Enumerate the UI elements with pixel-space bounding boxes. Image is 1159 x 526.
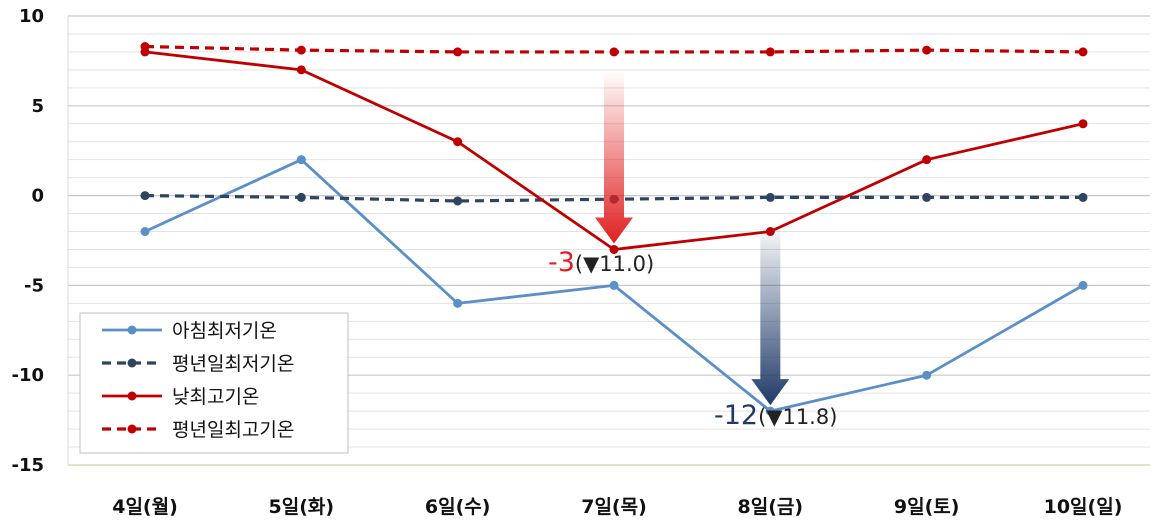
annotation-label-1: -3(▼11.0) [548, 247, 654, 278]
legend-label-2: 평년일최저기온 [172, 353, 294, 375]
legend-marker-2 [127, 358, 137, 368]
series-point-1 [140, 227, 150, 237]
series-point-2 [296, 192, 306, 202]
series-point-3 [296, 65, 306, 75]
legend-label-4: 평년일최고기온 [172, 419, 294, 441]
annotation-arrow-1 [595, 70, 633, 244]
series-group [140, 42, 1088, 416]
y-tick-label: -10 [11, 365, 44, 386]
series-point-1 [453, 298, 463, 308]
series-point-3 [922, 155, 932, 165]
y-tick-label: 5 [31, 96, 44, 117]
y-tick-label: 10 [19, 6, 44, 27]
x-tick-label: 10일(일) [1044, 496, 1123, 518]
annotation-value: -3 [548, 247, 575, 278]
x-tick-label: 9일(토) [894, 496, 960, 518]
series-point-2 [765, 192, 775, 202]
series-point-4 [296, 45, 306, 55]
series-point-4 [922, 45, 932, 55]
x-tick-label: 7일(목) [581, 496, 647, 518]
series-point-4 [609, 47, 619, 57]
series-point-2 [453, 196, 463, 206]
series-point-1 [1078, 280, 1088, 290]
series-point-3 [1078, 119, 1088, 129]
series-point-4 [1078, 47, 1088, 57]
series-point-1 [765, 406, 775, 416]
axes: 10 5 0 -5 -10 -15 4일(월) 5일(화) 6일(수) 7일(목) 8일(금) 9일(… [11, 6, 1150, 518]
series-point-4 [140, 42, 150, 52]
annotation-change: (▼11.0) [575, 252, 654, 276]
x-tick-label: 5일(화) [269, 496, 335, 518]
x-tick-label: 8일(금) [738, 496, 804, 518]
legend-label-1: 아침최저기온 [172, 320, 277, 342]
series-point-3 [609, 244, 619, 254]
series-point-1 [922, 370, 932, 380]
legend-marker-3 [127, 391, 137, 401]
legend-marker-1 [127, 325, 137, 335]
series-point-2 [1078, 192, 1088, 202]
annotation-arrow-2 [751, 222, 790, 406]
series-point-3 [453, 137, 463, 147]
series-point-4 [453, 47, 463, 57]
x-tick-label: 6일(수) [425, 496, 491, 518]
y-tick-label: -5 [24, 275, 44, 296]
legend-marker-4 [127, 424, 137, 434]
x-tick-label: 4일(월) [112, 496, 178, 518]
annotation-change: (▼11.8) [758, 405, 837, 429]
legend-label-3: 낮최고기온 [172, 386, 259, 408]
series-point-4 [765, 47, 775, 57]
series-point-1 [609, 280, 619, 290]
series-point-1 [296, 155, 306, 165]
series-point-2 [922, 192, 932, 202]
y-tick-label: -15 [11, 455, 44, 476]
annotation-value: -12 [714, 400, 758, 431]
y-tick-label: 0 [31, 186, 44, 207]
annotation-label-2: -12(▼11.8) [714, 400, 837, 431]
annotations-group: -3(▼11.0) -12(▼11.8) [548, 70, 837, 431]
series-point-2 [140, 191, 150, 201]
